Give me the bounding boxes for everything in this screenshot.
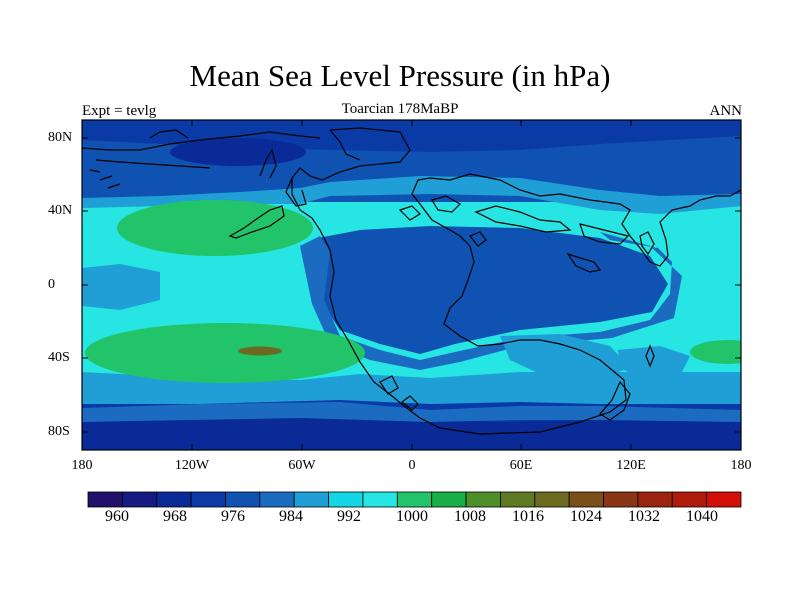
colorbar-label-1024: 1024 [570, 508, 602, 525]
plot-title: Mean Sea Level Pressure (in hPa) [189, 58, 611, 93]
north-deep-low [170, 138, 306, 166]
colorbar-swatch-7 [328, 491, 364, 508]
colorbar-swatch-8 [362, 491, 398, 508]
south-deep-low [82, 416, 741, 450]
y-label-40n: 40N [48, 203, 73, 218]
coast-18 [599, 380, 631, 421]
north-high [117, 200, 313, 256]
y-label-0: 0 [48, 277, 55, 292]
colorbar-swatch-13 [534, 491, 570, 508]
coast-7 [149, 129, 189, 139]
colorbar-label-1008: 1008 [454, 508, 486, 525]
coast-2 [329, 129, 361, 161]
coast-4 [228, 205, 285, 239]
x-label-120e: 120E [616, 458, 646, 473]
colorbar-label-960: 960 [105, 508, 129, 525]
south-high [85, 323, 365, 383]
colorbar-label-976: 976 [221, 508, 245, 525]
coast-17 [645, 344, 655, 368]
coast-20 [379, 375, 399, 395]
x-label-180e: 180 [730, 458, 752, 473]
colorbar-label-992: 992 [337, 508, 361, 525]
period-label: Toarcian 178MaBP [341, 101, 459, 117]
x-ticks [81, 120, 742, 450]
coast-8 [89, 169, 121, 189]
colorbar-swatch-4 [225, 491, 261, 508]
north-mid-band [82, 176, 741, 214]
colorbar-label-968: 968 [163, 508, 187, 525]
colorbar-label-1016: 1016 [512, 508, 544, 525]
x-label-0: 0 [408, 458, 416, 473]
coast-13 [469, 231, 487, 247]
colorbar-label-1040: 1040 [686, 508, 718, 525]
colorbar-label-984: 984 [279, 508, 303, 525]
coastlines [82, 127, 741, 435]
south-high-core [238, 346, 282, 356]
colorbar-swatch-5 [259, 491, 295, 508]
east-low-patch [618, 346, 690, 378]
coast-9 [259, 148, 277, 179]
coast-16 [639, 231, 655, 256]
y-ticks [82, 137, 741, 433]
coast-12 [579, 223, 630, 245]
colorbar-swatch-16 [637, 491, 673, 508]
colorbar-swatch-3 [190, 491, 226, 508]
colorbar-swatch-17 [671, 491, 708, 508]
x-label-120w: 120W [174, 458, 210, 473]
coast-3 [285, 177, 307, 207]
equatorial-low-rim [300, 232, 682, 370]
colorbar-swatch-12 [500, 491, 536, 508]
coast-5 [82, 131, 321, 151]
colorbar-swatch-10 [431, 491, 467, 508]
x-label-60w: 60W [288, 458, 316, 473]
x-label-60e: 60E [509, 458, 533, 473]
colorbar-swatch-0 [87, 491, 123, 508]
colorbar-swatch-11 [465, 491, 501, 508]
coast-15 [566, 252, 602, 273]
y-label-80n: 80N [48, 130, 73, 145]
coast-10 [431, 195, 461, 213]
colorbar-label-1032: 1032 [628, 508, 660, 525]
coast-6 [95, 159, 211, 169]
coast-19 [401, 395, 419, 411]
y-label-80s: 80S [48, 424, 70, 439]
colorbar-swatch-6 [293, 491, 329, 508]
pressure-field [82, 120, 741, 450]
season-label: ANN [709, 103, 743, 119]
colorbar-swatch-18 [706, 491, 742, 508]
coast-11 [474, 205, 572, 233]
colorbar-swatch-15 [603, 491, 639, 508]
experiment-label: Expt = tevlg [82, 103, 157, 119]
colorbar-swatch-9 [396, 491, 433, 508]
colorbar-label-1000: 1000 [396, 508, 428, 525]
tropical-mid-west [82, 264, 160, 310]
y-label-40s: 40S [48, 350, 70, 365]
colorbar-swatch-2 [156, 491, 192, 508]
east-high [690, 340, 741, 364]
coast-1 [291, 127, 741, 435]
south-american-low [500, 334, 630, 378]
coast-14 [398, 205, 421, 221]
x-label-180w: 180 [71, 458, 93, 473]
colorbar [87, 491, 742, 508]
colorbar-swatch-1 [121, 491, 158, 508]
colorbar-swatch-14 [568, 491, 604, 508]
